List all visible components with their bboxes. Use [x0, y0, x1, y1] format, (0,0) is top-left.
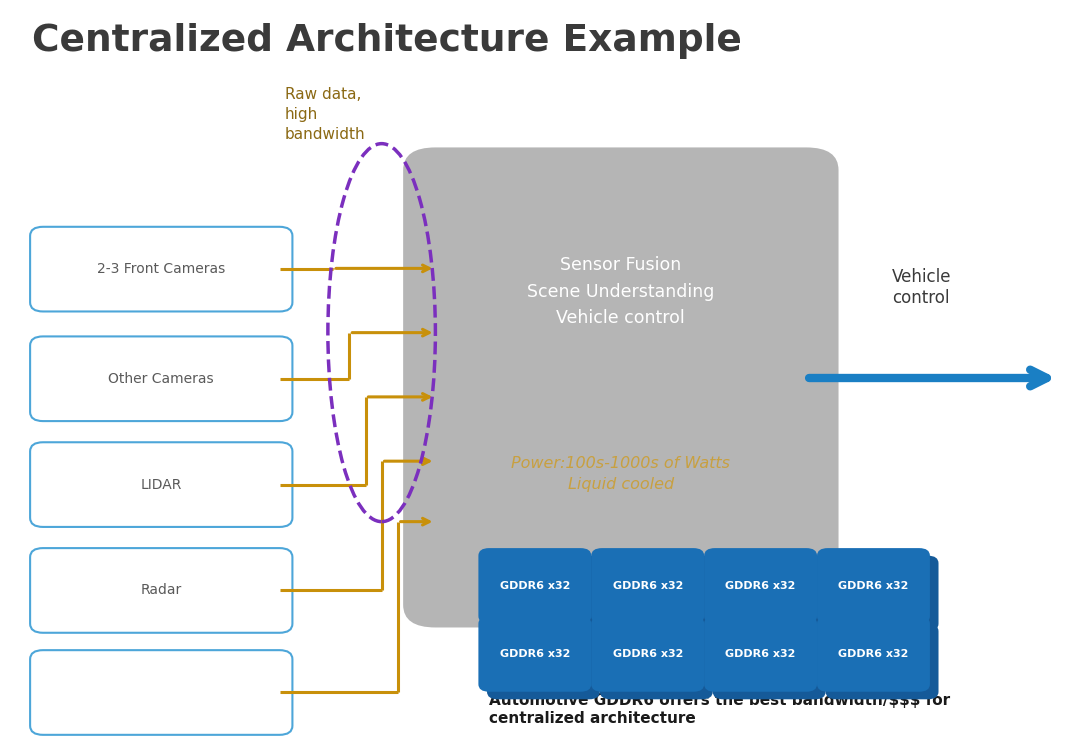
Text: Power:100s-1000s of Watts
Liquid cooled: Power:100s-1000s of Watts Liquid cooled [511, 457, 730, 492]
Text: Centralized Architecture Example: Centralized Architecture Example [32, 23, 742, 59]
Text: GDDR6 x32: GDDR6 x32 [500, 581, 570, 591]
FancyBboxPatch shape [30, 227, 293, 311]
Text: Automotive GDDR6 offers the best bandwidth/$$$ for
centralized architecture: Automotive GDDR6 offers the best bandwid… [489, 693, 950, 726]
FancyBboxPatch shape [599, 556, 713, 631]
Text: Sensor Fusion
Scene Understanding
Vehicle control: Sensor Fusion Scene Understanding Vehicl… [527, 256, 715, 327]
FancyBboxPatch shape [713, 556, 825, 631]
FancyBboxPatch shape [713, 624, 825, 699]
FancyBboxPatch shape [818, 548, 930, 624]
FancyBboxPatch shape [818, 616, 930, 692]
FancyBboxPatch shape [704, 548, 818, 624]
FancyBboxPatch shape [599, 624, 713, 699]
Text: GDDR6 x32: GDDR6 x32 [838, 649, 908, 659]
Text: Raw data,
high
bandwidth: Raw data, high bandwidth [285, 87, 365, 141]
FancyBboxPatch shape [487, 556, 599, 631]
FancyBboxPatch shape [825, 624, 939, 699]
Text: Vehicle
control: Vehicle control [892, 268, 951, 307]
Text: Other Cameras: Other Cameras [108, 372, 214, 386]
FancyBboxPatch shape [487, 624, 599, 699]
Text: LIDAR: LIDAR [140, 478, 181, 491]
Text: 2-3 Front Cameras: 2-3 Front Cameras [97, 262, 226, 276]
Text: GDDR6 x32: GDDR6 x32 [612, 581, 683, 591]
FancyBboxPatch shape [30, 336, 293, 421]
Text: x256 @14Gbs  448GB/s: x256 @14Gbs 448GB/s [538, 571, 753, 589]
FancyBboxPatch shape [403, 147, 838, 627]
Text: GDDR6 x32: GDDR6 x32 [500, 649, 570, 659]
Text: Radar: Radar [140, 584, 181, 597]
FancyBboxPatch shape [30, 650, 293, 735]
FancyBboxPatch shape [30, 442, 293, 527]
FancyBboxPatch shape [478, 616, 591, 692]
FancyBboxPatch shape [30, 548, 293, 633]
FancyBboxPatch shape [591, 616, 704, 692]
Text: GDDR6 x32: GDDR6 x32 [838, 581, 908, 591]
FancyBboxPatch shape [704, 616, 818, 692]
FancyBboxPatch shape [825, 556, 939, 631]
Text: GDDR6 x32: GDDR6 x32 [726, 649, 796, 659]
FancyBboxPatch shape [478, 548, 591, 624]
Text: GDDR6 x32: GDDR6 x32 [726, 581, 796, 591]
Text: GDDR6 x32: GDDR6 x32 [612, 649, 683, 659]
FancyBboxPatch shape [591, 548, 704, 624]
